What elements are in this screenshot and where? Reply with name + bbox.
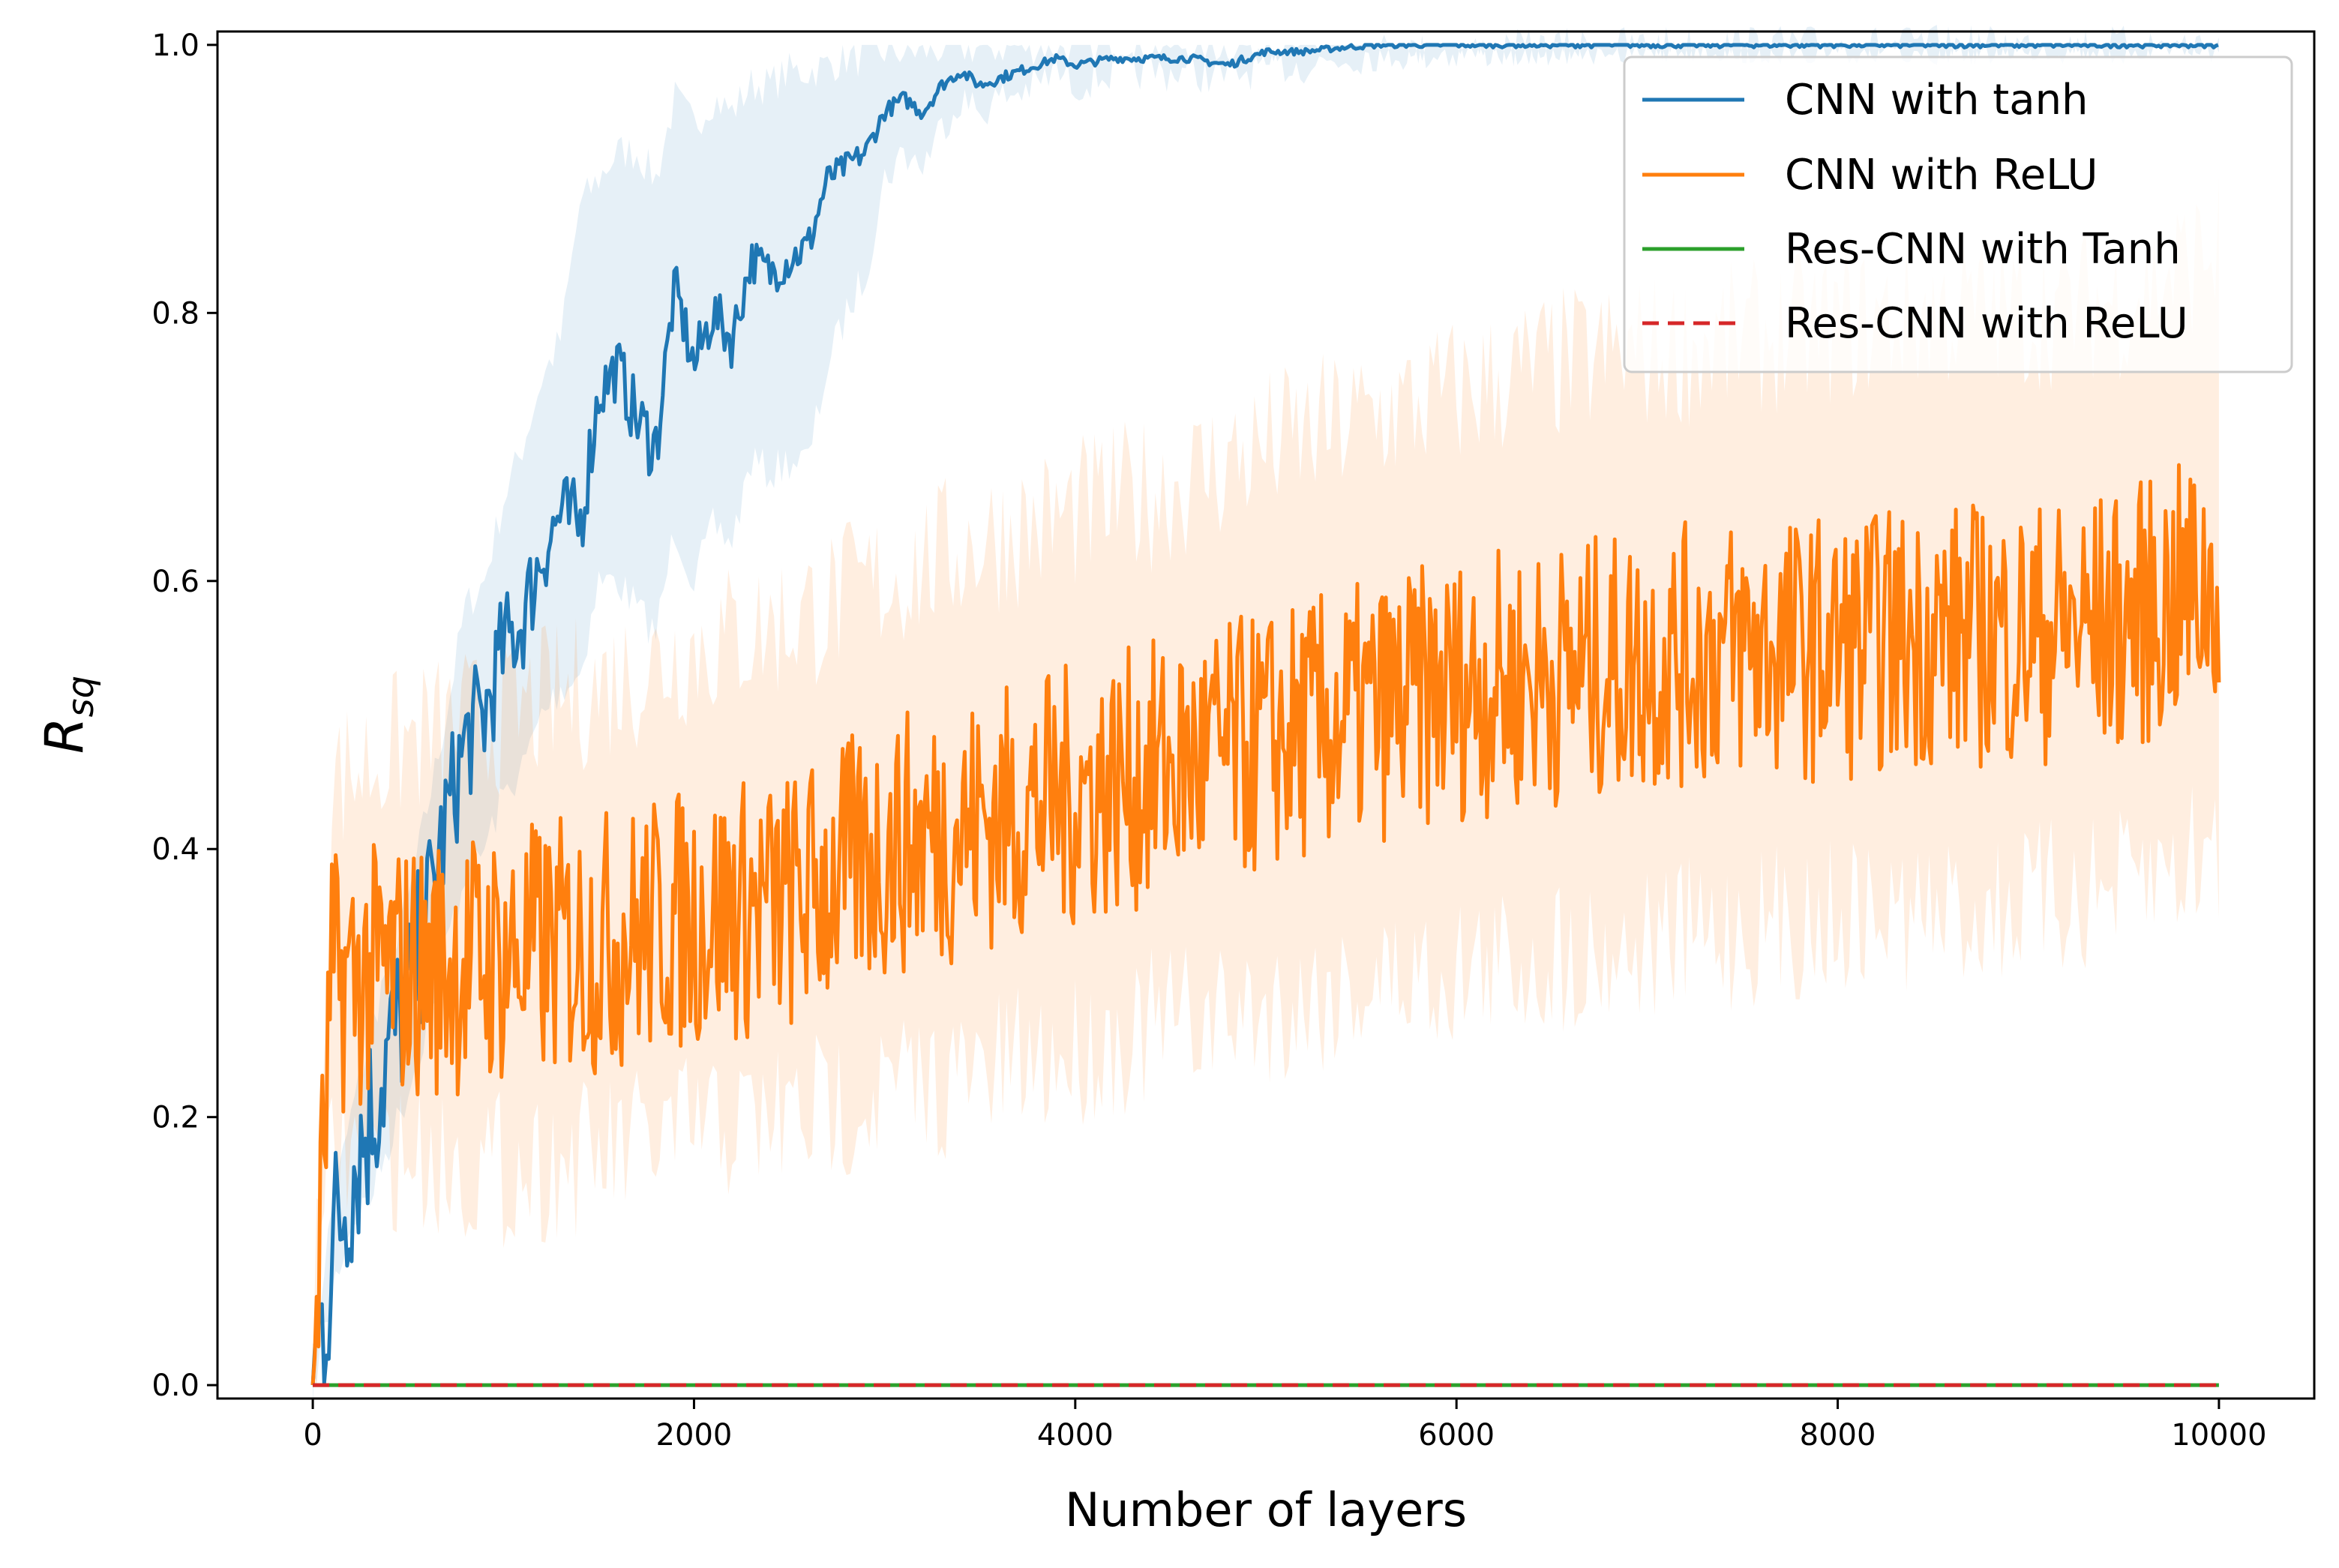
series-line-cnn-with-tanh xyxy=(310,43,2219,1386)
band-cnn-with-relu xyxy=(313,176,2219,1388)
y-axis-ticks: 0.0 0.2 0.4 0.6 0.8 1.0 xyxy=(151,28,217,1403)
y-tick-label: 0.4 xyxy=(151,832,199,867)
confidence-bands xyxy=(313,25,2219,1405)
plot-frame xyxy=(216,30,2316,1400)
y-axis-label: Rsq xyxy=(34,676,102,754)
y-tick-label: 0.6 xyxy=(151,565,199,599)
legend-box xyxy=(1623,55,2293,373)
x-axis-label: Number of layers xyxy=(1065,1483,1467,1537)
legend-label-rescnn-relu: Res-CNN with ReLU xyxy=(1785,299,2188,348)
legend-label-cnn-tanh: CNN with tanh xyxy=(1785,76,2089,124)
x-tick-label: 0 xyxy=(303,1418,322,1453)
x-axis-ticks: 0 2000 4000 6000 8000 10000 xyxy=(303,1399,2267,1453)
series-line-cnn-with-relu xyxy=(310,463,2221,1386)
x-tick-label: 10000 xyxy=(2171,1418,2266,1453)
series-lines xyxy=(310,43,2221,1387)
svg-text:Rsq: Rsq xyxy=(34,676,102,754)
y-axis-label-subscript: sq xyxy=(60,676,102,717)
y-tick-label: 1.0 xyxy=(151,28,199,63)
x-tick-label: 4000 xyxy=(1037,1418,1114,1453)
x-tick-label: 6000 xyxy=(1418,1418,1495,1453)
y-axis-label-base: R xyxy=(34,717,95,754)
y-tick-label: 0.8 xyxy=(151,296,199,331)
legend-label-cnn-relu: CNN with ReLU xyxy=(1785,151,2098,199)
band-cnn-with-tanh xyxy=(313,25,2219,1405)
legend-label-rescnn-tanh: Res-CNN with Tanh xyxy=(1785,225,2181,274)
x-tick-label: 2000 xyxy=(656,1418,733,1453)
legend: CNN with tanh CNN with ReLU Res-CNN with… xyxy=(1623,55,2293,373)
y-tick-label: 0.2 xyxy=(151,1101,199,1135)
x-tick-label: 8000 xyxy=(1800,1418,1876,1453)
y-tick-label: 0.0 xyxy=(151,1369,199,1403)
